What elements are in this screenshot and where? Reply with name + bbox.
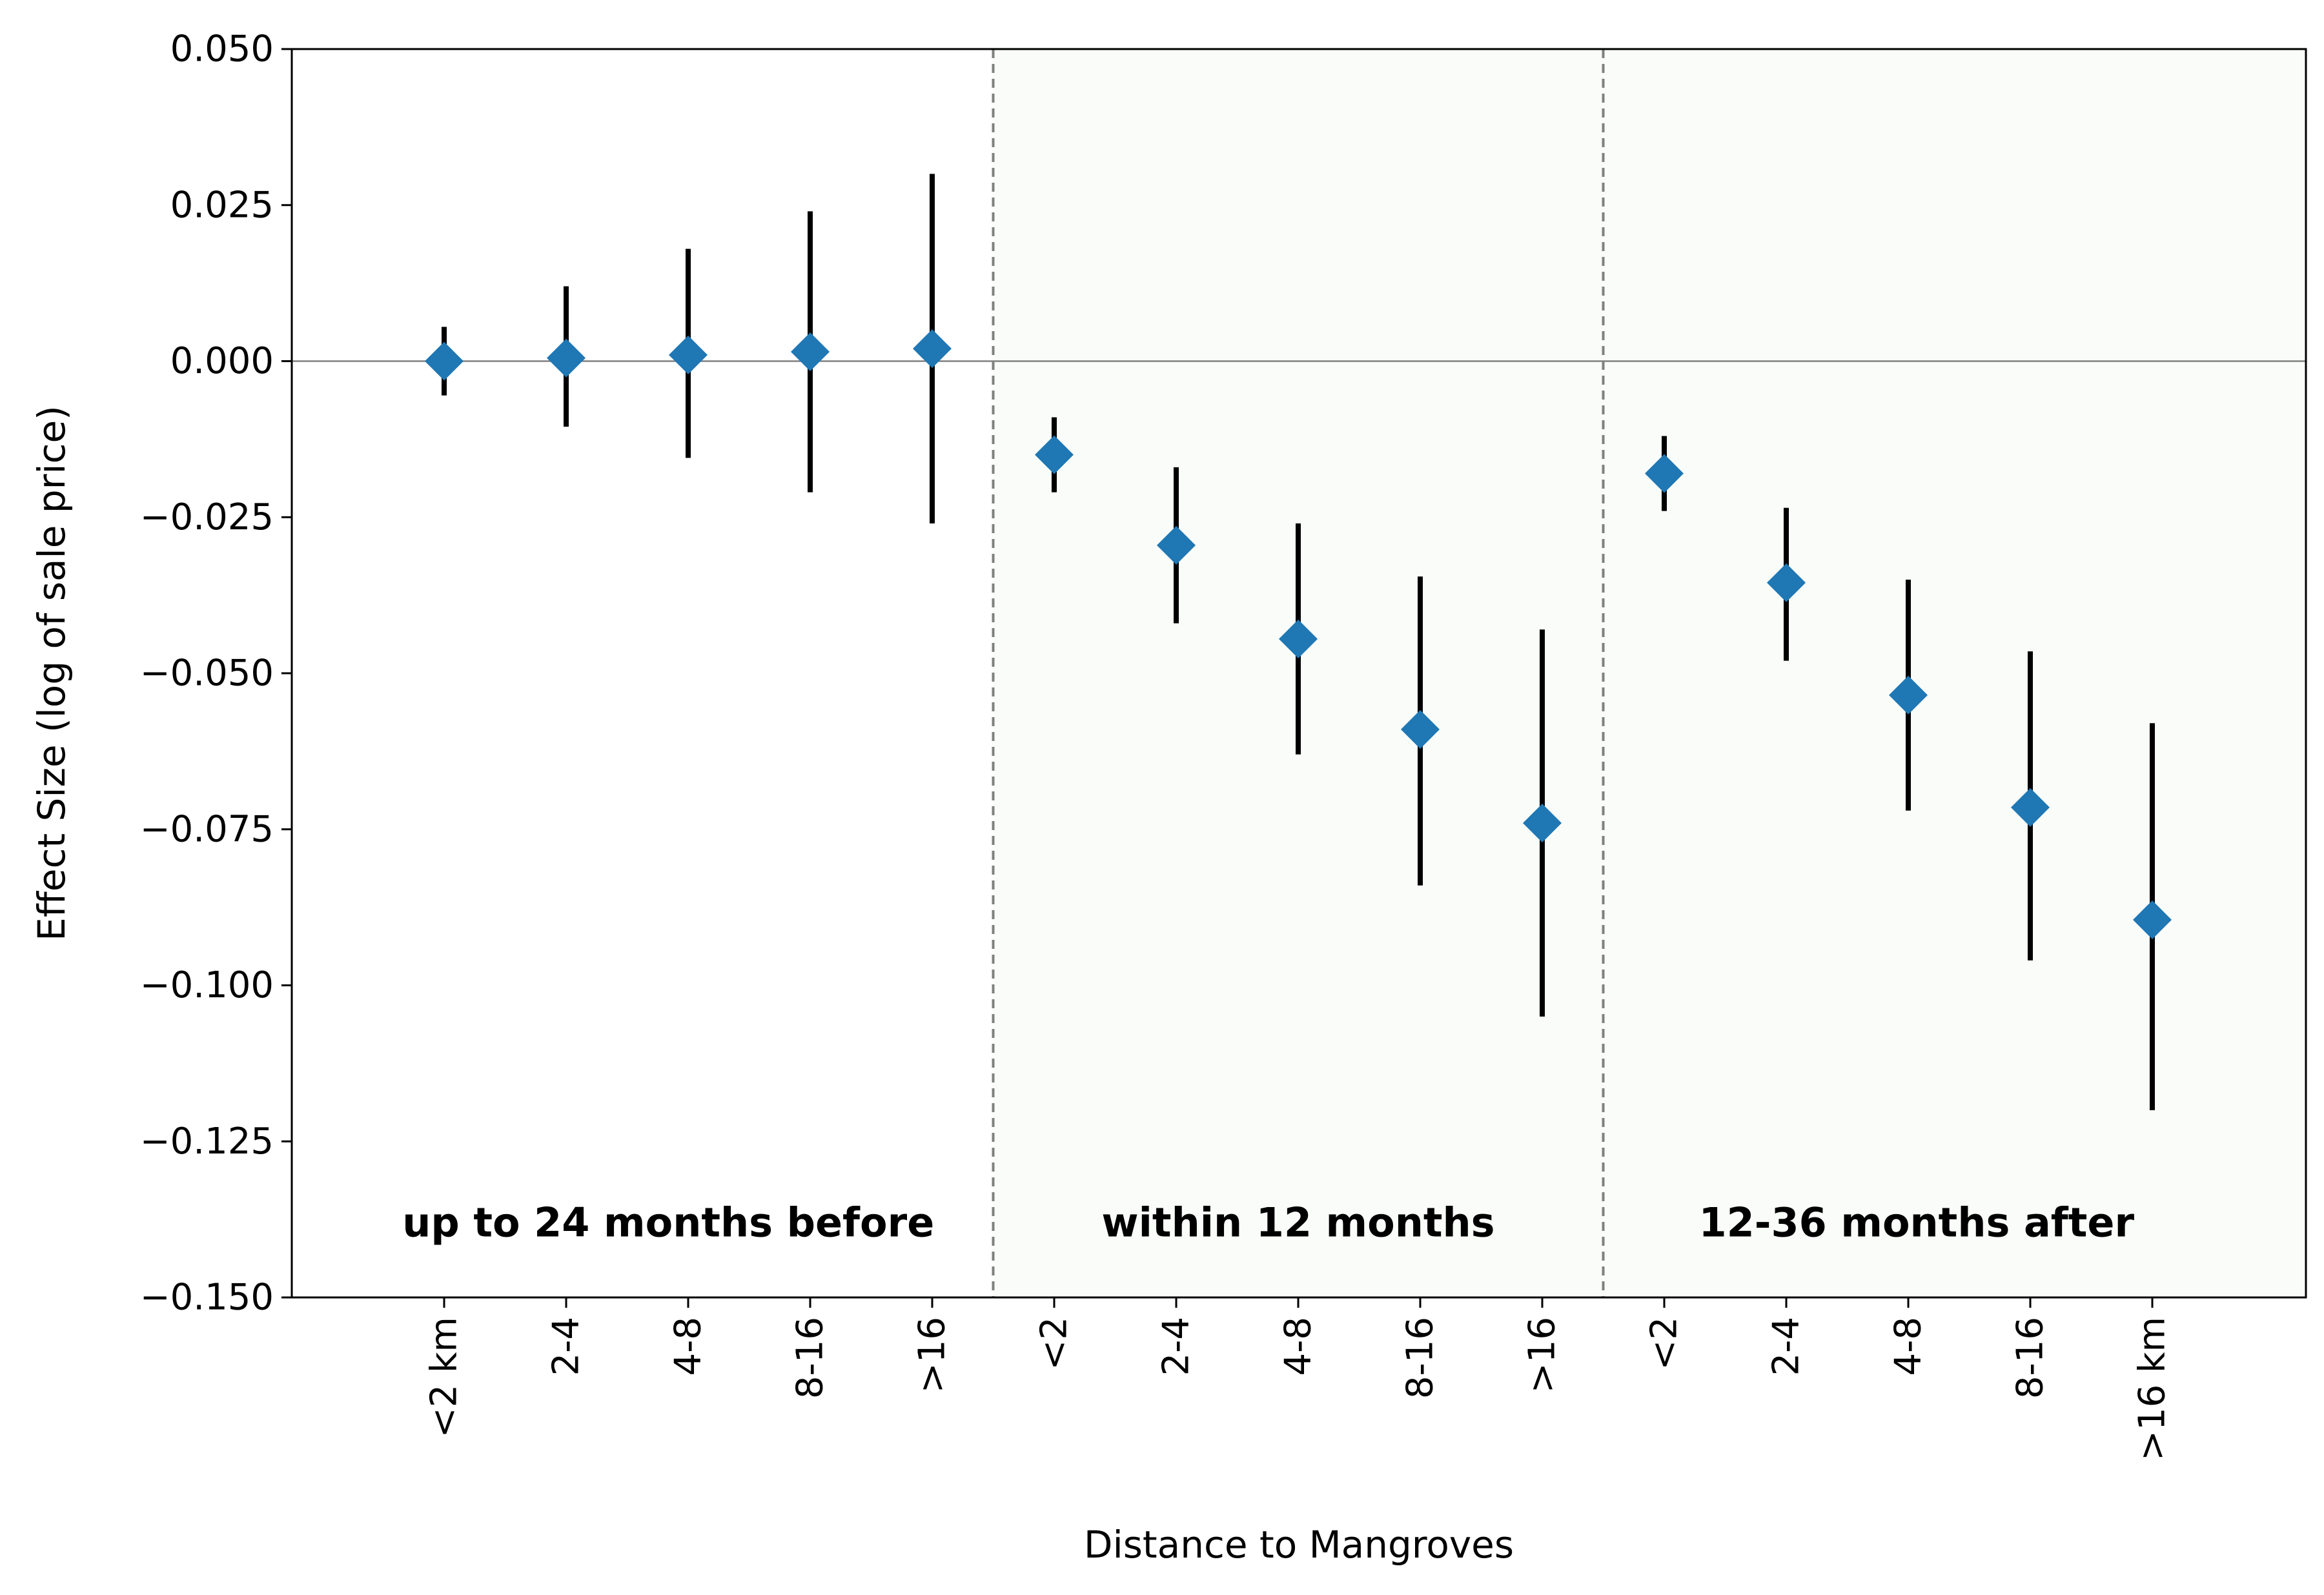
point-marker <box>791 332 830 371</box>
x-tick-label: >16 <box>912 1317 953 1393</box>
x-axis-title: Distance to Mangroves <box>1084 1523 1514 1567</box>
x-tick-label: 4-8 <box>1888 1317 1930 1376</box>
y-tick-label: −0.075 <box>140 808 274 850</box>
y-tick-label: −0.100 <box>140 964 274 1006</box>
x-tick-label: >16 <box>1522 1317 1564 1393</box>
y-tick-label: −0.050 <box>140 653 274 695</box>
x-tick-label: 8-16 <box>2010 1317 2052 1399</box>
y-tick-label: 0.000 <box>170 340 274 382</box>
period-shading <box>993 49 2306 1297</box>
point-marker <box>1523 804 1562 843</box>
post-period-shading <box>993 49 2306 1297</box>
period-label: within 12 months <box>1101 1199 1494 1246</box>
y-tick-label: −0.150 <box>140 1277 274 1319</box>
point-marker <box>1035 435 1074 474</box>
x-tick-label: 2-4 <box>1156 1317 1198 1376</box>
x-tick-label: 2-4 <box>545 1317 587 1376</box>
point-marker <box>2133 900 2172 939</box>
y-tick-label: 0.025 <box>170 184 274 226</box>
x-tick-label: >16 km <box>2132 1317 2174 1461</box>
point-marker <box>669 335 708 374</box>
x-tick-label: <2 km <box>423 1317 465 1438</box>
period-label: 12-36 months after <box>1698 1199 2134 1246</box>
x-tick-label: 4-8 <box>1278 1317 1320 1376</box>
point-marker <box>1889 675 1928 715</box>
x-tick-label: 4-8 <box>668 1317 709 1376</box>
point-marker <box>1279 619 1318 658</box>
point-marker <box>2011 787 2050 827</box>
y-axis-title: Effect Size (log of sale price) <box>30 405 74 941</box>
y-tick-label: −0.125 <box>140 1121 274 1163</box>
point-marker <box>1401 710 1440 749</box>
x-tick-label: <2 <box>1644 1317 1686 1370</box>
point-marker <box>1645 454 1684 493</box>
x-tick-label: 8-16 <box>1400 1317 1442 1399</box>
period-label: up to 24 months before <box>402 1199 934 1246</box>
x-tick-label: <2 <box>1034 1317 1075 1370</box>
point-markers <box>425 329 2172 939</box>
point-marker <box>547 338 586 378</box>
y-tick-label: 0.050 <box>170 28 274 70</box>
x-tick-label: 2-4 <box>1766 1317 1808 1376</box>
point-marker <box>1157 525 1196 565</box>
axes <box>281 48 2307 1308</box>
reference-lines <box>292 49 2306 1297</box>
point-marker <box>913 329 952 369</box>
y-tick-label: −0.025 <box>140 496 274 538</box>
labels: 0.050 0.025 0.000 −0.025 −0.050 −0.075 −0.100 −… <box>30 28 2174 1567</box>
point-marker <box>425 341 464 381</box>
point-marker <box>1767 563 1806 602</box>
x-tick-label: 8-16 <box>790 1317 831 1399</box>
